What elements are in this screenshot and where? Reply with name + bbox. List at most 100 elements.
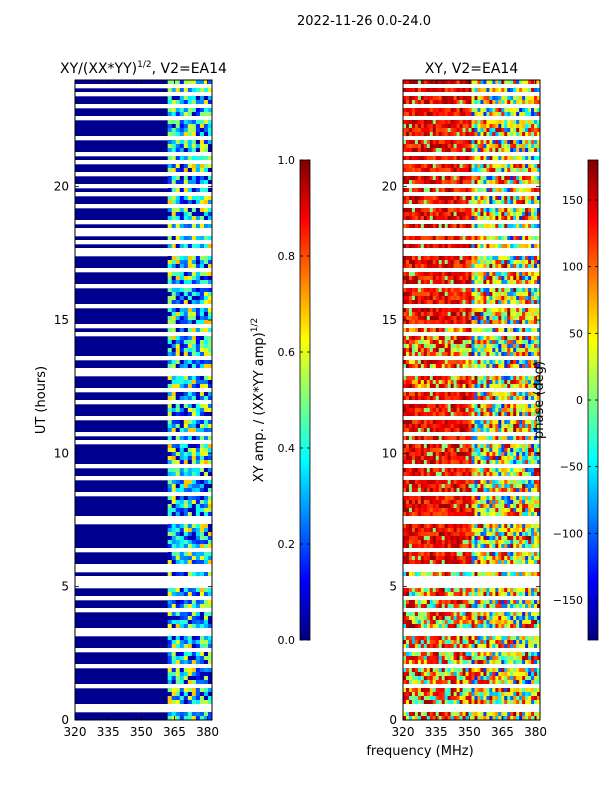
- phase-cell: [519, 312, 523, 317]
- amp-cell: [171, 344, 177, 349]
- amp-flagged-row: [75, 92, 212, 97]
- amp-cell: [195, 676, 201, 681]
- phase-cell: [453, 256, 458, 261]
- phase-cell: [474, 276, 478, 281]
- phase-cell: [441, 508, 446, 513]
- phase-cell: [456, 448, 460, 453]
- amp-cell: [171, 348, 177, 353]
- phase-cell: [426, 260, 431, 265]
- amp-cell: [167, 132, 173, 137]
- amp-cell: [187, 380, 193, 385]
- phase-cell: [516, 484, 520, 489]
- amp-cell: [207, 300, 212, 305]
- amp-cell: [195, 404, 201, 409]
- phase-cell: [504, 264, 508, 269]
- phase-cell: [403, 488, 407, 493]
- phase-cell: [453, 164, 458, 169]
- phase-flagged-row: [403, 304, 540, 309]
- amp-cell: [199, 672, 205, 677]
- amp-cell: [191, 132, 197, 137]
- phase-cell: [519, 128, 523, 133]
- phase-cell: [423, 180, 428, 185]
- phase-cell: [453, 468, 458, 473]
- amp-cell: [175, 424, 181, 429]
- phase-cell: [435, 208, 440, 213]
- phase-cell: [414, 296, 419, 301]
- phase-cell: [492, 512, 496, 517]
- phase-cell: [504, 452, 508, 457]
- amp-cell: [199, 536, 205, 541]
- amp-cell: [167, 448, 173, 453]
- phase-cell: [423, 392, 428, 397]
- amp-cell: [207, 216, 212, 221]
- phase-cell: [426, 328, 431, 333]
- phase-cell: [441, 340, 446, 345]
- amp-flagged-row: [75, 576, 212, 581]
- amp-cell: [187, 652, 193, 657]
- phase-cell: [480, 408, 484, 413]
- phase-cell: [429, 276, 434, 281]
- amp-cell: [175, 460, 181, 465]
- phase-cell: [474, 528, 478, 533]
- phase-cell: [462, 300, 466, 305]
- amp-flagged-row: [75, 664, 212, 669]
- amp-cell: [191, 700, 197, 705]
- phase-cell: [408, 468, 413, 473]
- amp-cell: [195, 540, 201, 545]
- phase-cell: [465, 88, 469, 93]
- phase-cell: [417, 512, 422, 517]
- phase-cell: [405, 392, 410, 397]
- amp-cell: [195, 348, 201, 353]
- phase-cell: [417, 504, 422, 509]
- phase-cell: [513, 452, 517, 457]
- phase-cell: [465, 504, 469, 509]
- phase-cell: [528, 260, 532, 265]
- phase-cell: [522, 484, 526, 489]
- phase-cell: [420, 528, 425, 533]
- phase-cell: [411, 132, 416, 137]
- phase-cell: [480, 380, 484, 385]
- phase-cell: [501, 408, 505, 413]
- amp-cell: [207, 336, 212, 341]
- phase-cell: [444, 452, 449, 457]
- phase-cell: [459, 380, 463, 385]
- phase-cell: [477, 200, 481, 205]
- amp-cell: [175, 88, 181, 93]
- amp-cell: [187, 712, 193, 717]
- phase-cell: [417, 532, 422, 537]
- phase-cell: [534, 480, 538, 485]
- amp-cell: [187, 144, 193, 149]
- phase-cell: [405, 188, 410, 193]
- phase-cell: [519, 500, 523, 505]
- phase-cell: [414, 504, 419, 509]
- phase-cell: [471, 508, 475, 513]
- phase-cell: [405, 196, 410, 201]
- phase-cell: [504, 236, 508, 241]
- phase-cell: [444, 188, 449, 193]
- amp-cell: [195, 124, 201, 129]
- phase-cell: [426, 272, 431, 277]
- phase-cell: [453, 100, 458, 105]
- phase-cell: [516, 364, 520, 369]
- phase-cell: [441, 196, 446, 201]
- amp-cell: [175, 244, 181, 249]
- phase-cell: [438, 376, 443, 381]
- phase-cell: [453, 396, 458, 401]
- phase-cell: [465, 216, 469, 221]
- phase-cell: [507, 164, 511, 169]
- phase-cell: [516, 524, 520, 529]
- phase-cell: [537, 168, 540, 173]
- phase-cell: [408, 176, 413, 181]
- amp-cell: [183, 592, 189, 597]
- phase-cell: [408, 480, 413, 485]
- phase-cell: [411, 408, 416, 413]
- amp-cell: [167, 428, 173, 433]
- phase-cell: [468, 524, 472, 529]
- phase-cell: [420, 452, 425, 457]
- phase-cell: [528, 512, 532, 517]
- phase-cell: [492, 108, 496, 113]
- phase-cell: [495, 128, 499, 133]
- amp-cell: [207, 640, 212, 645]
- phase-cell: [405, 312, 410, 317]
- phase-cell: [480, 376, 484, 381]
